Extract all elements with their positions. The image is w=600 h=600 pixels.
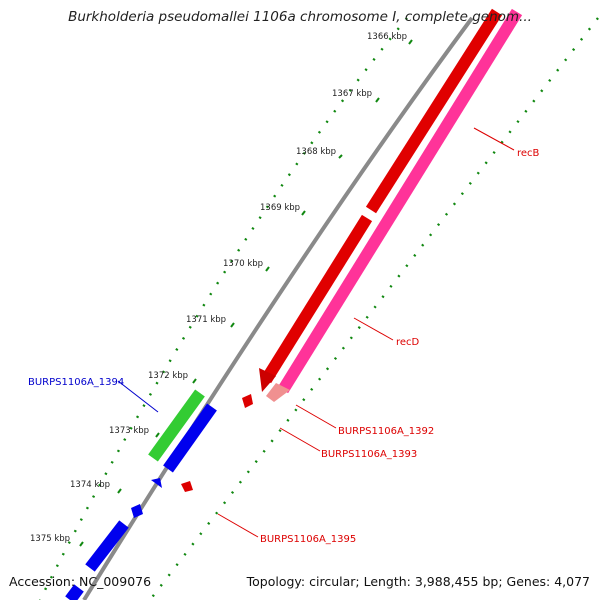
page-title: Burkholderia pseudomallei 1106a chromoso… <box>68 9 532 25</box>
accession-text: Accession: NC_009076 <box>9 574 152 589</box>
gene-arc-pink <box>277 8 523 394</box>
genome-backbone <box>82 16 474 600</box>
gene-label-recB[interactable]: recB <box>517 148 540 159</box>
gene-arc-recB <box>365 8 503 214</box>
gene-BURPS1106A_1395-shape <box>181 481 193 492</box>
gene-label-BURPS1106A_1394[interactable]: BURPS1106A_1394 <box>28 377 124 388</box>
tick-ring-outer <box>38 17 408 600</box>
gene-arc-blue-3 <box>65 584 84 600</box>
gene-arc-green <box>148 389 205 462</box>
tick-label: 1366 kbp <box>367 32 407 42</box>
leader-lines <box>117 127 515 538</box>
tick-label: 1369 kbp <box>260 203 300 213</box>
gene-label-BURPS1106A_1392[interactable]: BURPS1106A_1392 <box>338 426 434 437</box>
tick-label: 1375 kbp <box>30 534 70 544</box>
gene-label-recD[interactable]: recD <box>396 337 420 348</box>
genome-summary-text: Topology: circular; Length: 3,988,455 bp… <box>246 574 590 589</box>
gene-label-BURPS1106A_1395[interactable]: BURPS1106A_1395 <box>260 534 356 545</box>
tick-ring-inner <box>149 17 599 600</box>
tick-dashes <box>79 39 413 547</box>
gene-blue-small-1 <box>151 478 162 488</box>
gene-arc-blue-1 <box>163 403 217 473</box>
gene-label-BURPS1106A_1393[interactable]: BURPS1106A_1393 <box>321 449 417 460</box>
gene-arc-blue-2 <box>85 520 129 572</box>
tick-label: 1374 kbp <box>70 480 110 490</box>
tick-label: 1373 kbp <box>109 426 149 436</box>
recD-arrowhead <box>259 368 276 392</box>
tick-label: 1371 kbp <box>186 315 226 325</box>
tick-label: 1367 kbp <box>332 89 372 99</box>
gene-BURPS1106A_1393-shape <box>242 394 253 408</box>
tick-label: 1370 kbp <box>223 259 263 269</box>
gene-arc-recD <box>260 214 373 384</box>
tick-label: 1368 kbp <box>296 147 336 157</box>
tick-label: 1372 kbp <box>148 371 188 381</box>
gene-blue-small-2 <box>131 504 143 518</box>
pink-arrowhead <box>266 383 290 402</box>
